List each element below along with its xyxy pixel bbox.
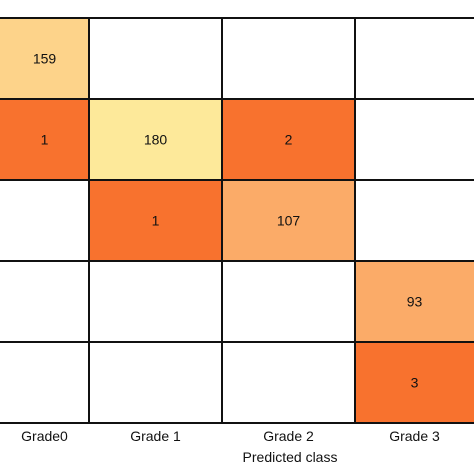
cell-value-r1-c0: 1: [41, 132, 49, 148]
heatmap-cell-r1-c1: [88, 98, 223, 181]
cell-value-r2-c2: 107: [277, 213, 301, 229]
cell-value-r1-c1: 180: [144, 132, 168, 148]
heatmap-cell-r4-c3: [354, 341, 474, 424]
cell-value-r1-c2: 2: [285, 132, 293, 148]
heatmap-cell-r1-c0: [0, 98, 90, 181]
x-tick-label-1: Grade 1: [130, 428, 181, 444]
heatmap-cell-r1-c3: [354, 98, 474, 181]
heatmap-cell-r4-c1: [88, 341, 223, 424]
x-axis-title: Predicted class: [243, 449, 338, 465]
heatmap-cell-r0-c2: [221, 17, 356, 100]
x-tick-label-3: Grade 3: [389, 428, 440, 444]
heatmap-cells: [0, 17, 474, 424]
heatmap-cell-r2-c3: [354, 179, 474, 262]
heatmap-cell-r0-c3: [354, 17, 474, 100]
x-tick-label-2: Grade 2: [263, 428, 314, 444]
cell-value-r2-c1: 1: [152, 213, 160, 229]
heatmap-cell-r3-c1: [88, 260, 223, 343]
heatmap-cell-r3-c2: [221, 260, 356, 343]
heatmap-cell-r2-c0: [0, 179, 90, 262]
heatmap-cell-r3-c3: [354, 260, 474, 343]
cell-value-r3-c3: 93: [407, 294, 423, 310]
x-tick-label-0: Grade0: [21, 428, 68, 444]
heatmap-cell-r3-c0: [0, 260, 90, 343]
x-axis-tick-labels: Grade0 Grade 1 Grade 2 Grade 3: [21, 428, 440, 444]
heatmap-cell-r4-c0: [0, 341, 90, 424]
heatmap-cell-r4-c2: [221, 341, 356, 424]
heatmap-cell-r0-c1: [88, 17, 223, 100]
cell-value-r4-c3: 3: [411, 375, 419, 391]
cell-value-r0-c0: 159: [33, 51, 57, 67]
heatmap-cell-labels: 159 1 180 2 1 107 93 3: [33, 51, 423, 391]
